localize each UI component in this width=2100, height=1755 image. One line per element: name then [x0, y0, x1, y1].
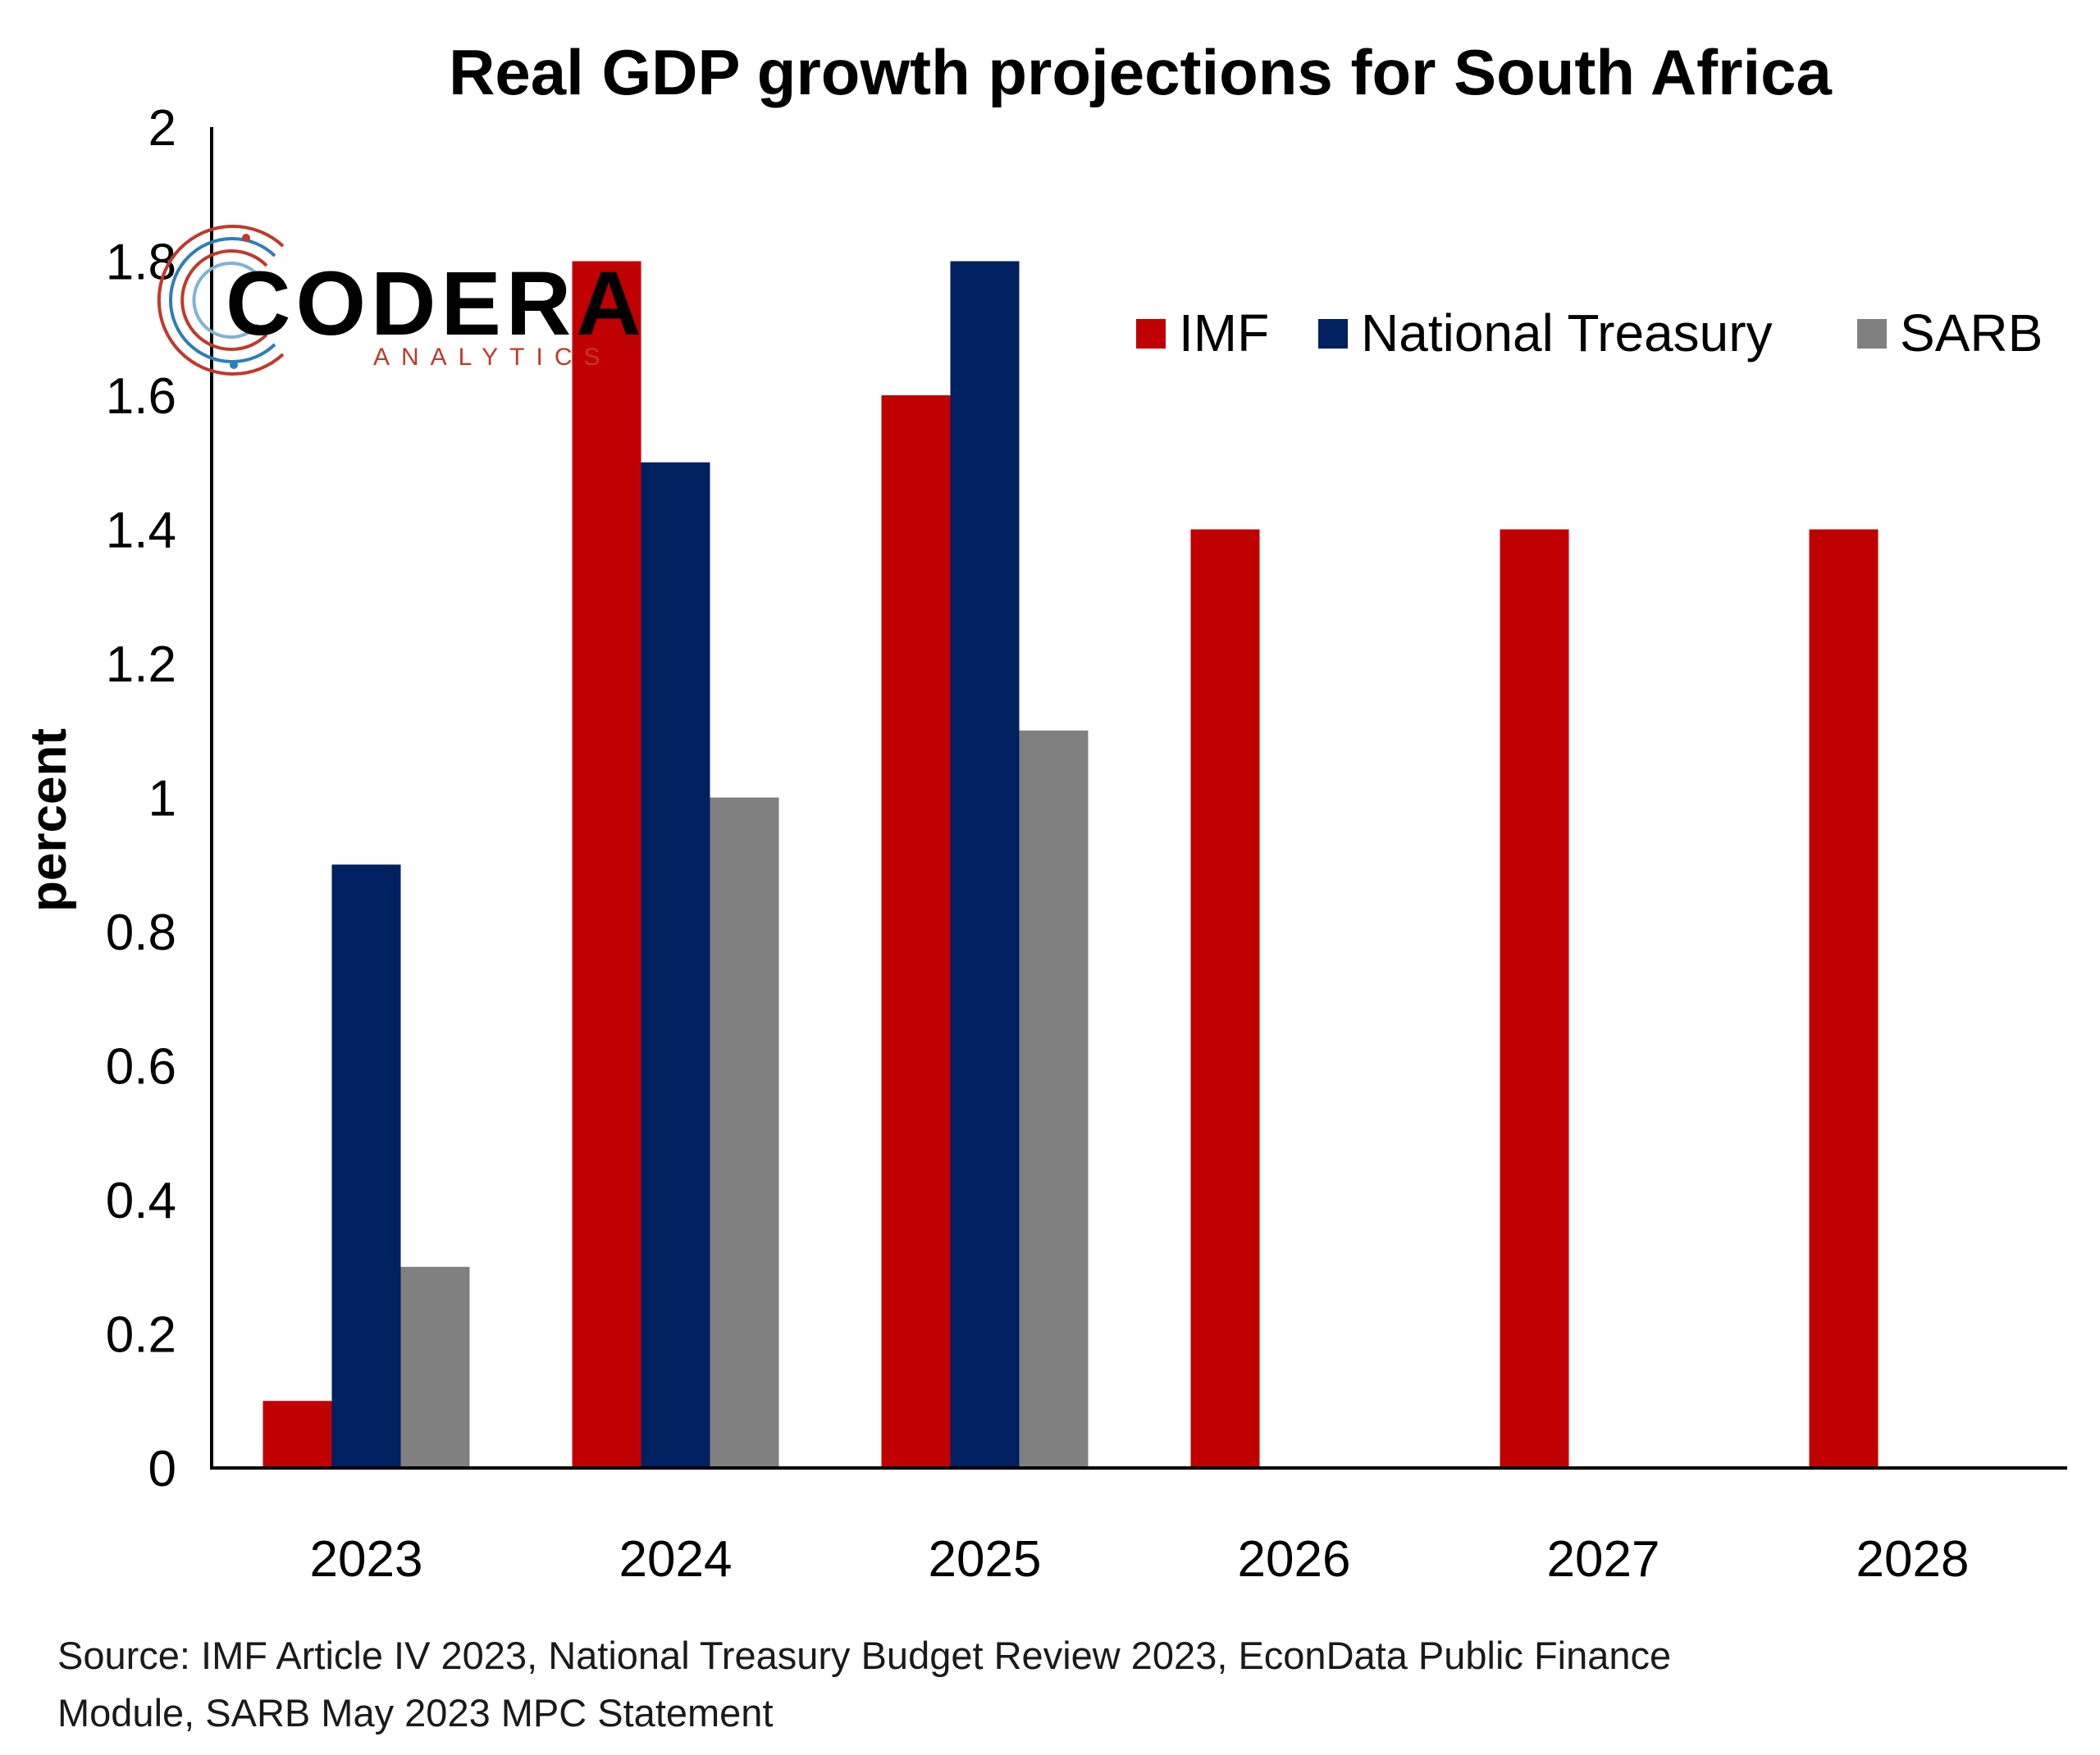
- bar-national-treasury-2024: [641, 462, 710, 1468]
- y-tick-label: 1: [148, 771, 176, 827]
- legend: IMF National Treasury SARB: [1136, 303, 2043, 362]
- legend-label-imf: IMF: [1179, 303, 1269, 362]
- y-tick-label: 1.8: [106, 235, 176, 291]
- y-tick-label: 1.4: [106, 503, 176, 559]
- chart-title: Real GDP growth projections for South Af…: [449, 36, 1832, 108]
- x-axis-ticks: 2023 2024 2025 2026 2027 2028: [310, 1531, 1970, 1588]
- x-tick-label: 2025: [929, 1531, 1042, 1588]
- bar-imf-2028: [1809, 529, 1879, 1468]
- y-axis-ticks: 0 0.2 0.4 0.6 0.8 1 1.2 1.4 1.6 1.8 2: [106, 100, 176, 1497]
- logo-mark-icon: [157, 225, 285, 376]
- logo-subtitle: ANALYTICS: [373, 344, 612, 371]
- y-tick-label: 0.4: [106, 1173, 176, 1229]
- y-tick-label: 2: [148, 100, 176, 157]
- y-tick-label: 0: [148, 1441, 176, 1497]
- y-tick-label: 0.6: [106, 1039, 176, 1096]
- source-note-line-2: Module, SARB May 2023 MPC Statement: [57, 1691, 774, 1734]
- y-tick-label: 0.2: [106, 1307, 176, 1364]
- bar-sarb-2023: [400, 1266, 470, 1468]
- bars-group: [262, 261, 1879, 1468]
- source-note-line-1: Source: IMF Article IV 2023, National Tr…: [57, 1634, 1671, 1677]
- bar-imf-2024: [572, 261, 641, 1468]
- bar-sarb-2024: [710, 797, 779, 1468]
- legend-label-sarb: SARB: [1900, 303, 2043, 362]
- codera-logo: CODERA ANALYTICS: [157, 225, 646, 376]
- x-tick-label: 2027: [1547, 1531, 1660, 1588]
- y-tick-label: 1.2: [106, 636, 176, 693]
- bar-imf-2026: [1190, 529, 1260, 1468]
- bar-national-treasury-2025: [950, 261, 1020, 1468]
- bar-imf-2023: [262, 1401, 332, 1468]
- legend-swatch-imf: [1136, 319, 1166, 349]
- x-tick-label: 2024: [619, 1531, 733, 1588]
- legend-label-national-treasury: National Treasury: [1361, 303, 1773, 362]
- y-tick-label: 0.8: [106, 905, 176, 961]
- logo-wordmark: CODERA: [226, 253, 646, 354]
- y-tick-label: 1.6: [106, 368, 176, 425]
- y-axis-title: percent: [21, 728, 77, 912]
- bar-national-treasury-2023: [331, 864, 401, 1468]
- x-tick-label: 2023: [310, 1531, 423, 1588]
- legend-swatch-national-treasury: [1318, 319, 1348, 349]
- bar-imf-2027: [1500, 529, 1569, 1468]
- bar-sarb-2025: [1019, 730, 1089, 1468]
- x-tick-label: 2026: [1238, 1531, 1351, 1588]
- legend-swatch-sarb: [1857, 319, 1887, 349]
- bar-imf-2025: [881, 395, 951, 1468]
- x-tick-label: 2028: [1856, 1531, 1970, 1588]
